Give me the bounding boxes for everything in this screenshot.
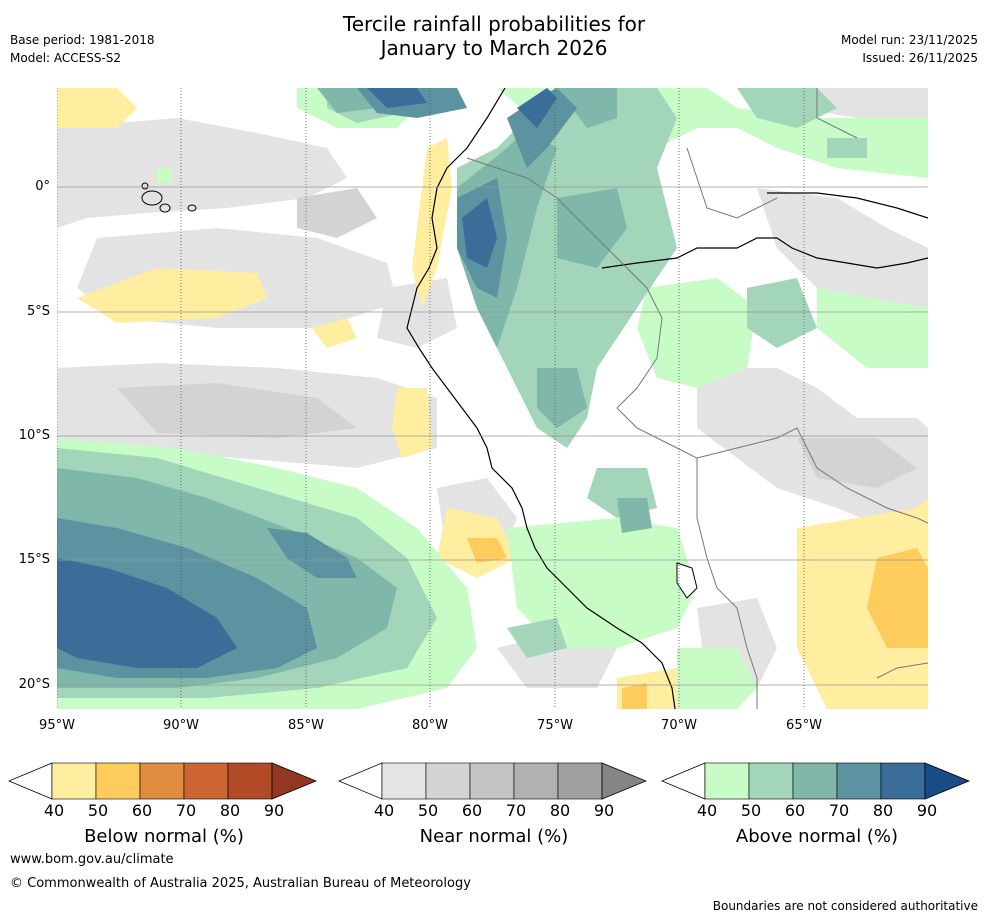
above-colorbar-segment xyxy=(792,762,838,800)
near-tick-90: 90 xyxy=(593,801,615,820)
near-normal-label: Near normal (%) xyxy=(419,826,569,847)
near-tick-50: 50 xyxy=(417,801,439,820)
lat-label-10s: 10°S xyxy=(18,428,50,443)
below-tick-40: 40 xyxy=(43,801,65,820)
near-colorbar-segment xyxy=(381,762,427,800)
map-title: Tercile rainfall probabilities for Janua… xyxy=(0,12,988,60)
copyright-text: © Commonwealth of Australia 2025, Austra… xyxy=(10,876,471,891)
lat-label-15s: 15°S xyxy=(18,552,50,567)
title-line-1: Tercile rainfall probabilities for xyxy=(342,12,646,36)
model-run-text: Model run: 23/11/2025 xyxy=(840,33,978,47)
lake-titicaca xyxy=(676,562,698,599)
lat-label-20s: 20°S xyxy=(18,677,50,692)
near-colorbar-segment xyxy=(513,762,559,800)
lon-label-90w: 90°W xyxy=(163,718,199,733)
above-tick-70: 70 xyxy=(828,801,850,820)
below-tick-80: 80 xyxy=(219,801,241,820)
above-normal-label: Above normal (%) xyxy=(735,826,899,847)
above-colorbar-max-triangle xyxy=(924,762,971,800)
below-colorbar-min-triangle xyxy=(8,762,53,800)
below-colorbar-max-triangle xyxy=(271,762,318,800)
latitude-gridlines xyxy=(57,186,928,686)
below-colorbar-segment xyxy=(139,762,185,800)
near-colorbar-segment xyxy=(469,762,515,800)
near-tick-70: 70 xyxy=(505,801,527,820)
below-normal-regions xyxy=(57,88,928,709)
above-colorbar-segment xyxy=(704,762,750,800)
near-tick-60: 60 xyxy=(461,801,483,820)
below-tick-90: 90 xyxy=(263,801,285,820)
below-colorbar-segment xyxy=(51,762,97,800)
near-tick-80: 80 xyxy=(549,801,571,820)
above-tick-40: 40 xyxy=(696,801,718,820)
above-colorbar-segment xyxy=(836,762,882,800)
coastline xyxy=(406,88,676,709)
below-tick-50: 50 xyxy=(87,801,109,820)
above-colorbar-segment xyxy=(880,762,926,800)
rainfall-probability-map xyxy=(57,88,928,709)
lon-label-80w: 80°W xyxy=(412,718,448,733)
near-colorbar-min-triangle xyxy=(338,762,383,800)
model-text: Model: ACCESS-S2 xyxy=(10,51,122,65)
near-normal-colorbar xyxy=(338,762,648,800)
near-tick-40: 40 xyxy=(373,801,395,820)
below-tick-70: 70 xyxy=(175,801,197,820)
near-normal-darker-regions xyxy=(117,188,917,488)
below-colorbar-segment xyxy=(95,762,141,800)
below-normal-50-regions xyxy=(467,538,928,709)
above-tick-90: 90 xyxy=(916,801,938,820)
above-tick-50: 50 xyxy=(740,801,762,820)
river-line xyxy=(601,237,928,269)
galapagos-islands xyxy=(141,182,197,213)
title-line-2: January to March 2026 xyxy=(380,36,608,60)
lon-label-65w: 65°W xyxy=(786,718,822,733)
above-colorbar-segment xyxy=(748,762,794,800)
below-normal-colorbar xyxy=(8,762,318,800)
below-colorbar-segment xyxy=(227,762,273,800)
lon-label-70w: 70°W xyxy=(661,718,697,733)
lon-label-85w: 85°W xyxy=(288,718,324,733)
near-colorbar-max-triangle xyxy=(601,762,648,800)
website-link[interactable]: www.bom.gov.au/climate xyxy=(10,852,174,867)
base-period-text: Base period: 1981-2018 xyxy=(10,33,155,47)
lon-label-95w: 95°W xyxy=(39,718,75,733)
above-normal-80-regions xyxy=(57,88,557,668)
above-normal-colorbar xyxy=(661,762,971,800)
below-tick-60: 60 xyxy=(131,801,153,820)
lon-label-75w: 75°W xyxy=(537,718,573,733)
below-colorbar-segment xyxy=(183,762,229,800)
disclaimer-text: Boundaries are not considered authoritat… xyxy=(712,899,978,913)
issued-text: Issued: 26/11/2025 xyxy=(862,51,978,65)
below-normal-label: Below normal (%) xyxy=(84,826,244,847)
country-borders xyxy=(466,88,928,709)
above-tick-80: 80 xyxy=(872,801,894,820)
lat-label-0: 0° xyxy=(35,179,50,194)
near-colorbar-segment xyxy=(557,762,603,800)
above-colorbar-min-triangle xyxy=(661,762,706,800)
lat-label-5s: 5°S xyxy=(26,304,50,319)
above-tick-60: 60 xyxy=(784,801,806,820)
near-colorbar-segment xyxy=(425,762,471,800)
